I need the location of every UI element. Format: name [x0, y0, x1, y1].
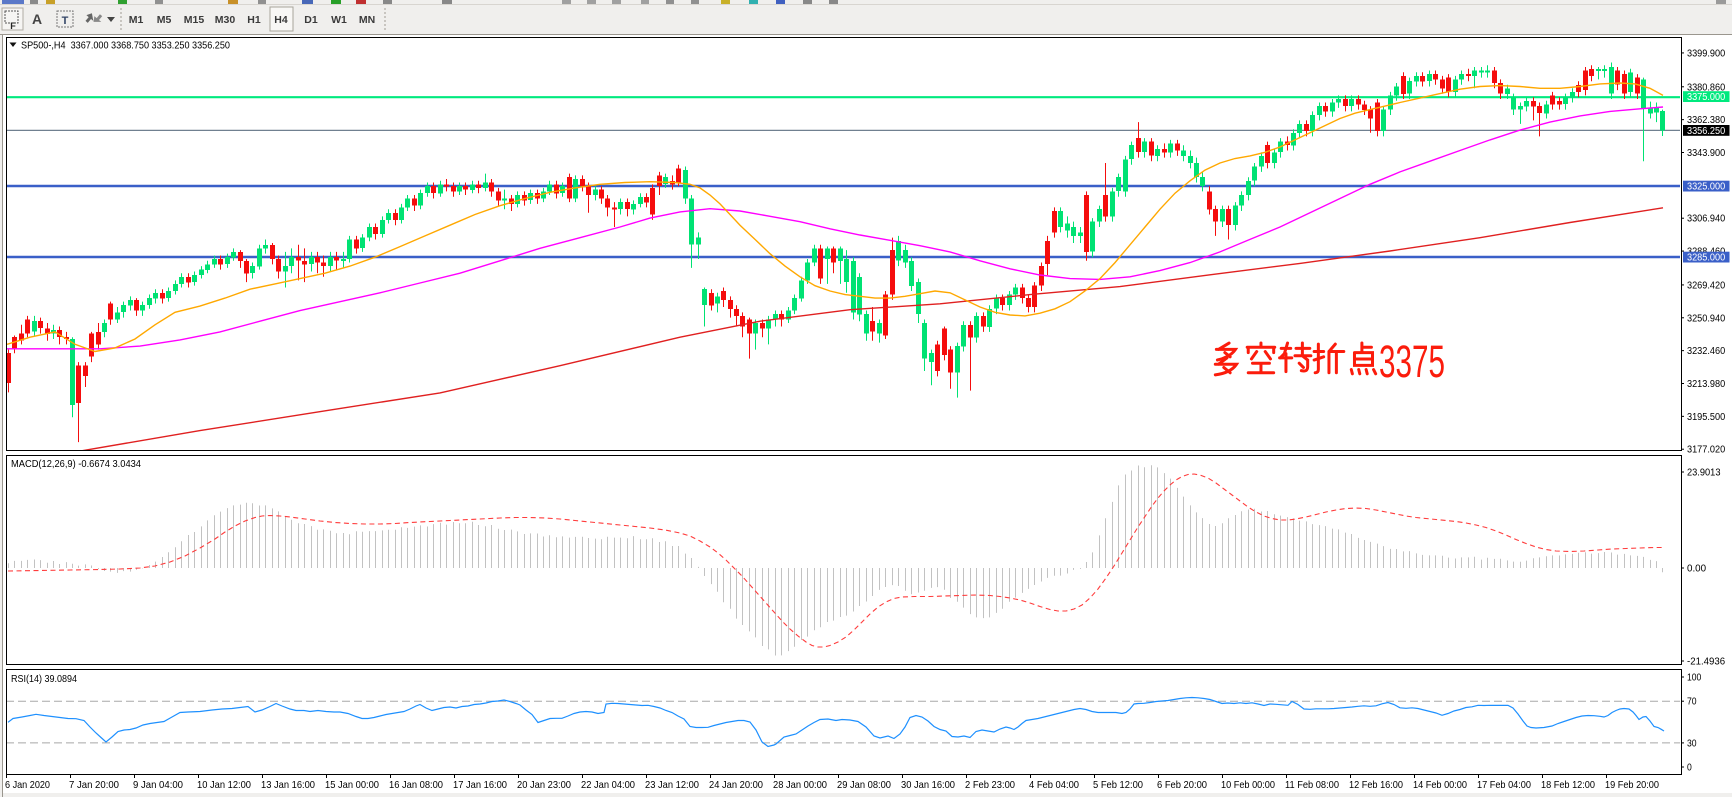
svg-text:10 Jan 12:00: 10 Jan 12:00	[197, 780, 251, 791]
svg-text:12 Feb 16:00: 12 Feb 16:00	[1349, 780, 1403, 791]
svg-text:A: A	[32, 11, 42, 27]
svg-text:100: 100	[1687, 673, 1702, 684]
svg-text:30: 30	[1687, 738, 1697, 749]
svg-text:M15: M15	[184, 14, 205, 26]
svg-text:22 Jan 04:00: 22 Jan 04:00	[581, 780, 635, 791]
svg-text:M30: M30	[215, 14, 236, 26]
svg-text:3343.900: 3343.900	[1687, 148, 1726, 159]
svg-text:MN: MN	[359, 14, 375, 26]
svg-text:D1: D1	[304, 14, 318, 26]
svg-text:-21.4936: -21.4936	[1687, 657, 1726, 668]
svg-text:23 Jan 12:00: 23 Jan 12:00	[645, 780, 699, 791]
svg-text:5 Feb 12:00: 5 Feb 12:00	[1093, 780, 1143, 791]
svg-text:23.9013: 23.9013	[1687, 468, 1721, 479]
svg-text:M5: M5	[157, 14, 172, 26]
svg-text:16 Jan 08:00: 16 Jan 08:00	[389, 780, 443, 791]
svg-text:H1: H1	[247, 14, 261, 26]
svg-text:7 Jan 20:00: 7 Jan 20:00	[69, 780, 119, 791]
svg-text:9 Jan 04:00: 9 Jan 04:00	[133, 780, 183, 791]
svg-text:6 Jan 2020: 6 Jan 2020	[5, 780, 50, 791]
svg-text:3285.000: 3285.000	[1687, 253, 1726, 264]
svg-text:10 Feb 00:00: 10 Feb 00:00	[1221, 780, 1275, 791]
svg-text:3269.420: 3269.420	[1687, 280, 1726, 291]
svg-text:3213.980: 3213.980	[1687, 379, 1726, 390]
svg-text:3325.000: 3325.000	[1687, 182, 1726, 193]
svg-text:4 Feb 04:00: 4 Feb 04:00	[1029, 780, 1079, 791]
svg-text:0.00: 0.00	[1687, 564, 1707, 575]
svg-text:18 Feb 12:00: 18 Feb 12:00	[1541, 780, 1595, 791]
svg-text:M1: M1	[129, 14, 144, 26]
svg-text:T: T	[62, 15, 69, 27]
svg-text:28 Jan 00:00: 28 Jan 00:00	[773, 780, 827, 791]
svg-text:11 Feb 08:00: 11 Feb 08:00	[1285, 780, 1339, 791]
svg-text:30 Jan 16:00: 30 Jan 16:00	[901, 780, 955, 791]
svg-text:24 Jan 20:00: 24 Jan 20:00	[709, 780, 763, 791]
svg-text:W1: W1	[331, 14, 347, 26]
svg-text:20 Jan 23:00: 20 Jan 23:00	[517, 780, 571, 791]
svg-text:2 Feb 23:00: 2 Feb 23:00	[965, 780, 1015, 791]
svg-text:14 Feb 00:00: 14 Feb 00:00	[1413, 780, 1467, 791]
svg-text:19 Feb 20:00: 19 Feb 20:00	[1605, 780, 1659, 791]
svg-text:17 Feb 04:00: 17 Feb 04:00	[1477, 780, 1531, 791]
svg-text:H4: H4	[274, 14, 288, 26]
svg-text:70: 70	[1687, 697, 1697, 708]
svg-text:6 Feb 20:00: 6 Feb 20:00	[1157, 780, 1207, 791]
svg-text:3380.860: 3380.860	[1687, 82, 1726, 93]
svg-text:3195.500: 3195.500	[1687, 412, 1726, 423]
svg-text:15 Jan 00:00: 15 Jan 00:00	[325, 780, 379, 791]
svg-text:3250.940: 3250.940	[1687, 313, 1726, 324]
svg-text:13 Jan 16:00: 13 Jan 16:00	[261, 780, 315, 791]
svg-text:MACD(12,26,9) -0.6674 3.0434: MACD(12,26,9) -0.6674 3.0434	[11, 459, 141, 470]
svg-text:SP500-,H4 3367.000 3368.750 3: SP500-,H4 3367.000 3368.750 3353.250 335…	[21, 41, 230, 52]
svg-text:3306.940: 3306.940	[1687, 214, 1726, 225]
svg-text:3375.000: 3375.000	[1687, 92, 1726, 103]
svg-text:3356.250: 3356.250	[1687, 126, 1726, 137]
svg-text:17 Jan 16:00: 17 Jan 16:00	[453, 780, 507, 791]
svg-text:F: F	[10, 21, 16, 31]
svg-text:3375: 3375	[1379, 336, 1445, 387]
svg-text:3399.900: 3399.900	[1687, 48, 1726, 59]
svg-text:3232.460: 3232.460	[1687, 346, 1726, 357]
svg-text:3362.380: 3362.380	[1687, 115, 1726, 126]
svg-text:RSI(14) 39.0894: RSI(14) 39.0894	[11, 674, 77, 685]
svg-text:3177.020: 3177.020	[1687, 445, 1726, 456]
svg-text:29 Jan 08:00: 29 Jan 08:00	[837, 780, 891, 791]
svg-text:0: 0	[1687, 763, 1692, 774]
